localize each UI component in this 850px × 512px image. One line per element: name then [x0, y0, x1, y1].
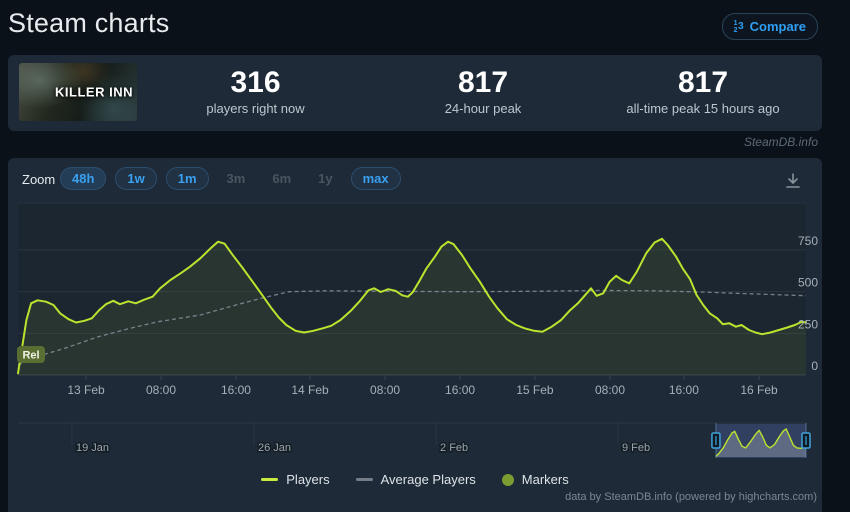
legend-swatch	[501, 473, 514, 486]
zoom-buttons-group: 48h 1w 1m 3m 6m 1y max	[60, 167, 401, 190]
x-tick-label: 08:00	[146, 383, 176, 397]
x-tick-label: 08:00	[595, 383, 625, 397]
x-tick-label: 14 Feb	[291, 383, 329, 397]
x-tick-label: 16:00	[445, 383, 475, 397]
navigator-tick-label: 26 Jan	[258, 442, 291, 454]
y-tick-label: 0	[811, 359, 818, 373]
legend-item-players[interactable]: Players	[261, 472, 330, 487]
legend-swatch	[355, 478, 373, 481]
legend-label: Average Players	[380, 472, 476, 487]
page-title: Steam charts	[8, 8, 170, 38]
release-marker[interactable]: Rel	[17, 346, 45, 363]
chart-credits: data by SteamDB.info (powered by highcha…	[565, 491, 817, 503]
steamdb-watermark: SteamDB.info	[743, 135, 818, 149]
players-chart[interactable]: Rel 13 Feb 08:00 16:00 14 Feb 08:00 16:00 15 Fe…	[8, 198, 842, 512]
release-marker-label: Rel	[22, 350, 39, 362]
y-tick-label: 500	[798, 276, 818, 290]
navigator-mini-line	[715, 428, 807, 457]
zoom-button-48h[interactable]: 48h	[60, 167, 107, 190]
y-tick-label: 250	[798, 317, 818, 331]
legend-item-average-players[interactable]: Average Players	[355, 472, 476, 487]
legend-label: Players	[286, 472, 330, 487]
zoom-button-6m: 6m	[263, 167, 300, 190]
alltime-peak-value: 817	[677, 66, 729, 99]
navigator-tick-label: 9 Feb	[622, 442, 650, 454]
average-players-line[interactable]	[17, 289, 807, 366]
navigator-left-handle[interactable]	[711, 432, 721, 449]
zoom-button-1m[interactable]: 1m	[165, 167, 209, 190]
legend-swatch	[261, 478, 279, 481]
players-now-value: 316	[230, 66, 281, 99]
navigator-right-handle[interactable]	[801, 432, 811, 449]
players-now-label: players right now	[206, 101, 305, 116]
peak-24h-label: 24-hour peak	[444, 101, 522, 116]
navigator-area-fill	[715, 429, 806, 457]
stat-24h-peak: 817 24-hour peak	[373, 66, 593, 116]
game-capsule-image[interactable]: KILLER INN	[19, 63, 137, 121]
peak-24h-value: 817	[457, 66, 509, 99]
navigator-tick-label: 19 Jan	[76, 442, 109, 454]
x-tick-label: 16:00	[221, 383, 251, 397]
zoom-label: Zoom	[22, 172, 56, 187]
navigator-tick-label: 2 Feb	[440, 442, 468, 454]
download-icon[interactable]	[782, 170, 804, 192]
release-marker-pill	[17, 346, 45, 363]
x-tick-label: 16:00	[669, 383, 699, 397]
stat-players-now: 316 players right now	[148, 66, 363, 116]
x-tick-label: 15 Feb	[516, 383, 554, 397]
stats-panel: KILLER INN 316 players right now 817 24-…	[8, 55, 822, 131]
x-tick-label: 13 Feb	[67, 383, 105, 397]
players-area-fill	[18, 238, 806, 375]
legend-label: Markers	[521, 472, 569, 487]
zoom-button-1y: 1y	[309, 167, 341, 190]
legend-item-markers[interactable]: Markers	[501, 472, 569, 487]
x-tick-label: 08:00	[370, 383, 400, 397]
players-line[interactable]	[17, 237, 807, 375]
y-tick-label: 750	[798, 234, 818, 248]
game-logo-text: KILLER INN	[55, 84, 133, 100]
zoom-button-3m: 3m	[218, 167, 255, 190]
x-tick-label: 16 Feb	[740, 383, 778, 397]
zoom-button-1w[interactable]: 1w	[115, 167, 157, 190]
zoom-button-max[interactable]: max	[350, 167, 401, 190]
stat-alltime-peak: 817 all-time peak 15 hours ago	[583, 66, 823, 116]
chart-legend: Players Average Players Markers	[8, 472, 822, 487]
alltime-peak-label: all-time peak 15 hours ago	[626, 101, 780, 116]
plot-background	[18, 203, 806, 375]
compare-label: Compare	[749, 19, 806, 34]
chart-panel: Zoom 48h 1w 1m 3m 6m 1y max Rel 13 Feb 08:00 16:0…	[8, 158, 822, 512]
